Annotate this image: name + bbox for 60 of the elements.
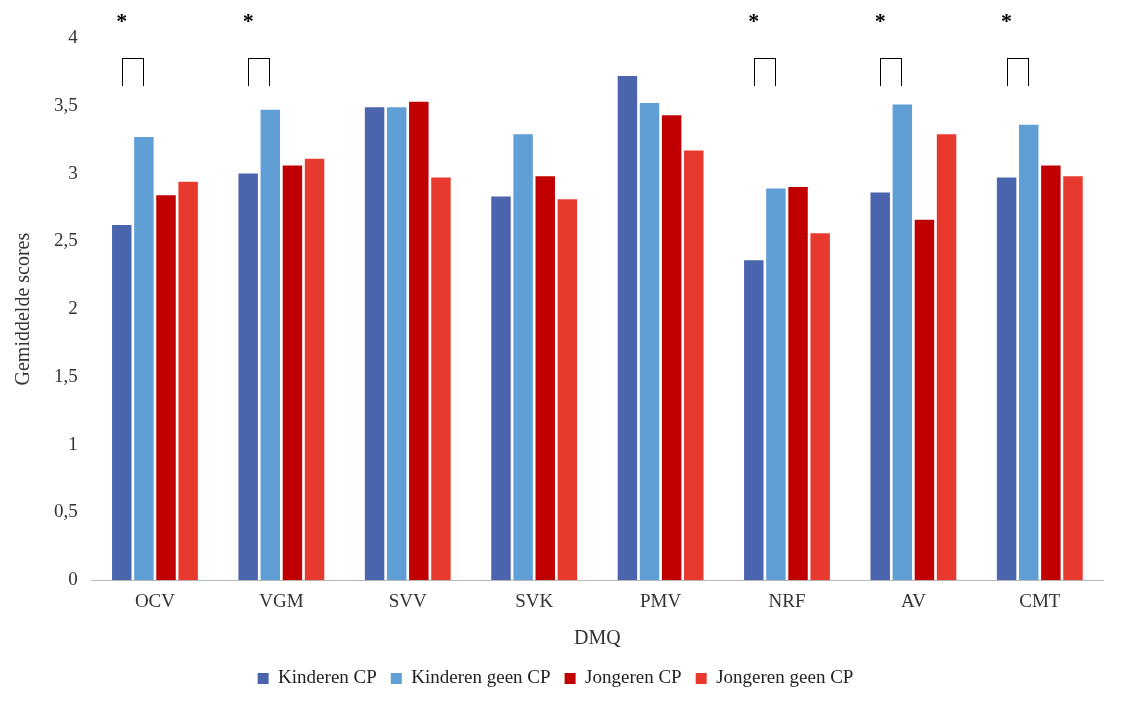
x-tick-label: CMT — [1019, 589, 1061, 611]
y-tick-label: 3 — [68, 161, 78, 183]
x-tick-label: VGM — [259, 589, 304, 611]
y-tick-label: 3,5 — [54, 93, 78, 115]
bar — [282, 165, 303, 581]
legend-label: Jongeren geen CP — [716, 666, 854, 688]
legend-label: Kinderen geen CP — [411, 666, 551, 688]
y-tick-label: 2,5 — [54, 229, 78, 251]
bar — [431, 177, 451, 581]
bar — [996, 177, 1017, 581]
bar — [810, 233, 830, 581]
bar — [870, 192, 890, 581]
bar — [892, 104, 913, 581]
bar — [617, 75, 638, 581]
bar — [1041, 165, 1061, 581]
bar — [936, 134, 957, 581]
bar — [684, 150, 704, 581]
text: * — [115, 8, 129, 33]
bar — [491, 196, 511, 581]
text: * — [873, 8, 887, 33]
text: * — [747, 8, 761, 33]
y-axis-title: Gemiddelde scores — [11, 232, 34, 386]
y-tick-label: 4 — [68, 25, 79, 47]
y-tick-label: 2 — [68, 297, 78, 319]
y-tick-label: 1,5 — [54, 364, 78, 386]
x-tick-label: AV — [900, 589, 927, 611]
text: * — [241, 8, 255, 33]
bar — [744, 260, 764, 581]
legend-label: Kinderen CP — [278, 666, 377, 688]
bar — [639, 103, 660, 581]
y-tick-label: 1 — [68, 432, 78, 454]
x-tick-label: NRF — [768, 589, 806, 611]
bar — [112, 225, 132, 581]
bar — [1019, 124, 1039, 581]
bar — [788, 187, 808, 581]
bar — [304, 158, 325, 581]
bar — [364, 107, 385, 581]
bar — [766, 188, 786, 581]
bar — [178, 181, 198, 581]
bar — [661, 115, 682, 581]
y-tick-label: 0 — [68, 568, 78, 590]
x-axis-title: DMQ — [574, 626, 622, 649]
bar — [238, 173, 258, 581]
bar — [914, 219, 935, 581]
bar — [513, 134, 533, 581]
bar — [1063, 176, 1083, 581]
bar — [260, 109, 281, 581]
x-tick-label: SVV — [388, 589, 428, 611]
bar — [156, 195, 176, 581]
text: * — [1000, 8, 1014, 33]
bar — [557, 199, 578, 581]
x-tick-label: SVK — [515, 589, 554, 611]
bar — [386, 107, 407, 581]
x-tick-label: OCV — [134, 589, 176, 611]
legend-label: Jongeren CP — [585, 666, 682, 688]
bar — [134, 136, 154, 581]
y-tick-label: 0,5 — [54, 500, 78, 522]
x-tick-label: PMV — [639, 589, 682, 611]
bar — [535, 176, 555, 581]
bar — [409, 101, 429, 581]
